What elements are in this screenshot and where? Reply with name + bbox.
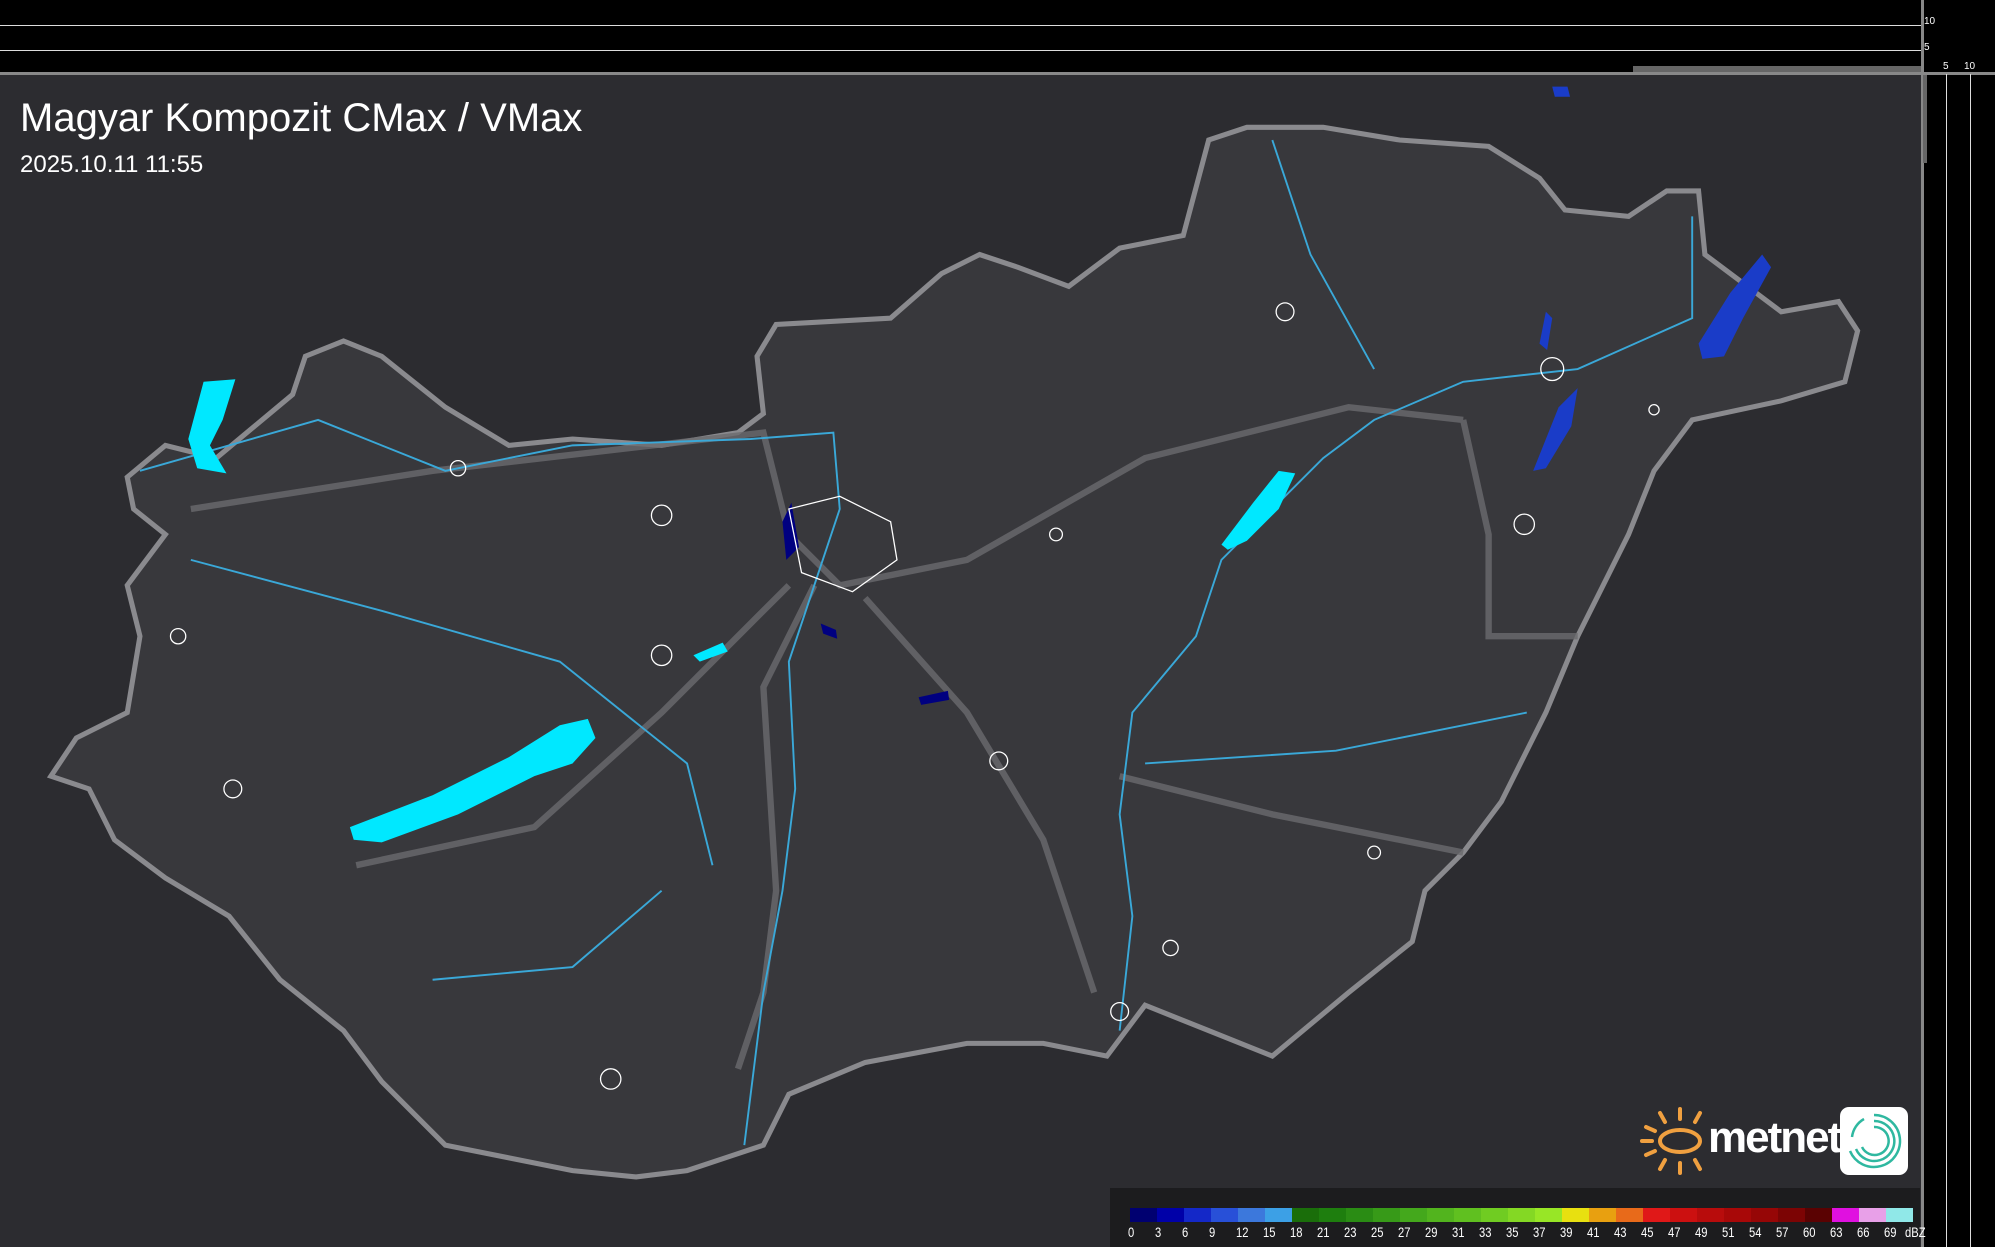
river-danube: [139, 418, 841, 1146]
legend-label: 43: [1614, 1224, 1627, 1240]
legend-swatch: [1589, 1208, 1616, 1222]
legend-label: 0: [1128, 1224, 1135, 1240]
legend-label: 3: [1155, 1224, 1162, 1240]
legend-label: 54: [1749, 1224, 1762, 1240]
legend-swatch: [1805, 1208, 1832, 1222]
legend-unit: dBZ: [1905, 1224, 1926, 1240]
legend-label: 69: [1884, 1224, 1897, 1240]
profile-gridline-5: [1946, 74, 1947, 1247]
legend-label: 66: [1857, 1224, 1870, 1240]
sun-icon: [1640, 1107, 1702, 1175]
legend-swatch: [1265, 1208, 1292, 1222]
legend-label: 60: [1803, 1224, 1816, 1240]
legend-swatch: [1211, 1208, 1238, 1222]
top-profile-strip: [0, 0, 1921, 73]
lake-velence: [693, 642, 728, 662]
legend-label: 41: [1587, 1224, 1600, 1240]
profile-gridline-5: [0, 50, 1921, 51]
legend-swatch: [1292, 1208, 1319, 1222]
lakes: [188, 379, 1296, 843]
legend-swatch: [1670, 1208, 1697, 1222]
lake-balaton: [349, 718, 596, 843]
legend-label: 29: [1425, 1224, 1438, 1240]
legend-swatch: [1562, 1208, 1589, 1222]
settlements: [169, 302, 1660, 1090]
swirl-icon: [1848, 1113, 1902, 1169]
logo-text: metnet: [1708, 1113, 1842, 1162]
legend-label: 37: [1533, 1224, 1546, 1240]
legend-swatch: [1130, 1208, 1157, 1222]
panel-divider-horizontal: [0, 72, 1995, 75]
legend-label: 47: [1668, 1224, 1681, 1240]
legend-swatch: [1508, 1208, 1535, 1222]
legend-label: 6: [1182, 1224, 1189, 1240]
profile-bar: [1633, 66, 1921, 72]
legend-swatch: [1400, 1208, 1427, 1222]
lake-tisza: [1221, 470, 1296, 550]
map-title: Magyar Kompozit CMax / VMax: [20, 96, 583, 140]
metnet-logo: metnet: [1638, 1105, 1908, 1177]
legend-label: 23: [1344, 1224, 1357, 1240]
legend-swatch: [1778, 1208, 1805, 1222]
legend-swatch: [1481, 1208, 1508, 1222]
legend-label: 49: [1695, 1224, 1708, 1240]
app-icon: [1840, 1107, 1908, 1175]
legend-label: 39: [1560, 1224, 1573, 1240]
legend-swatch: [1238, 1208, 1265, 1222]
profile-gridline-10: [0, 25, 1921, 26]
legend-label: 45: [1641, 1224, 1654, 1240]
legend-label: 25: [1371, 1224, 1384, 1240]
profile-gridline-10: [1970, 74, 1971, 1247]
radar-echoes: [782, 86, 1772, 705]
legend-swatch: [1427, 1208, 1454, 1222]
legend-label: 63: [1830, 1224, 1843, 1240]
legend-label: 35: [1506, 1224, 1519, 1240]
profile-bar-vertical: [1923, 75, 1927, 163]
legend-label: 15: [1263, 1224, 1276, 1240]
legend-label: 51: [1722, 1224, 1735, 1240]
legend-swatch: [1616, 1208, 1643, 1222]
panel-divider-vertical: [1921, 0, 1924, 1247]
legend-swatch: [1346, 1208, 1373, 1222]
legend-swatch: [1157, 1208, 1184, 1222]
legend-swatch: [1751, 1208, 1778, 1222]
legend-label: 21: [1317, 1224, 1330, 1240]
legend-swatch: [1319, 1208, 1346, 1222]
map-timestamp: 2025.10.11 11:55: [20, 151, 204, 178]
legend-label: 31: [1452, 1224, 1465, 1240]
legend-label: 18: [1290, 1224, 1303, 1240]
legend-swatch: [1859, 1208, 1886, 1222]
right-axis-label: 10: [1964, 61, 1976, 72]
legend-swatch: [1724, 1208, 1751, 1222]
legend-swatch: [1454, 1208, 1481, 1222]
legend-swatch: [1832, 1208, 1859, 1222]
legend-label: 57: [1776, 1224, 1789, 1240]
right-axis-label: 5: [1943, 61, 1949, 72]
top-axis-label: 5: [1924, 42, 1930, 53]
legend-swatch: [1535, 1208, 1562, 1222]
country-fill: [46, 124, 1861, 1180]
legend-swatch: [1373, 1208, 1400, 1222]
top-axis-label: 10: [1924, 16, 1936, 27]
legend-swatch: [1184, 1208, 1211, 1222]
legend-swatch: [1697, 1208, 1724, 1222]
legend-label: 33: [1479, 1224, 1492, 1240]
legend-label: 9: [1209, 1224, 1216, 1240]
legend-swatch: [1643, 1208, 1670, 1222]
lake-neusiedl: [188, 379, 236, 474]
legend-label: 12: [1236, 1224, 1249, 1240]
color-legend: 0 3 6 9 12 15 18 21 23 25 27 29 31 33 35 37 39 41 43 45 47 49…: [1110, 1188, 1926, 1247]
legend-label: 27: [1398, 1224, 1411, 1240]
legend-swatch: [1886, 1208, 1913, 1222]
